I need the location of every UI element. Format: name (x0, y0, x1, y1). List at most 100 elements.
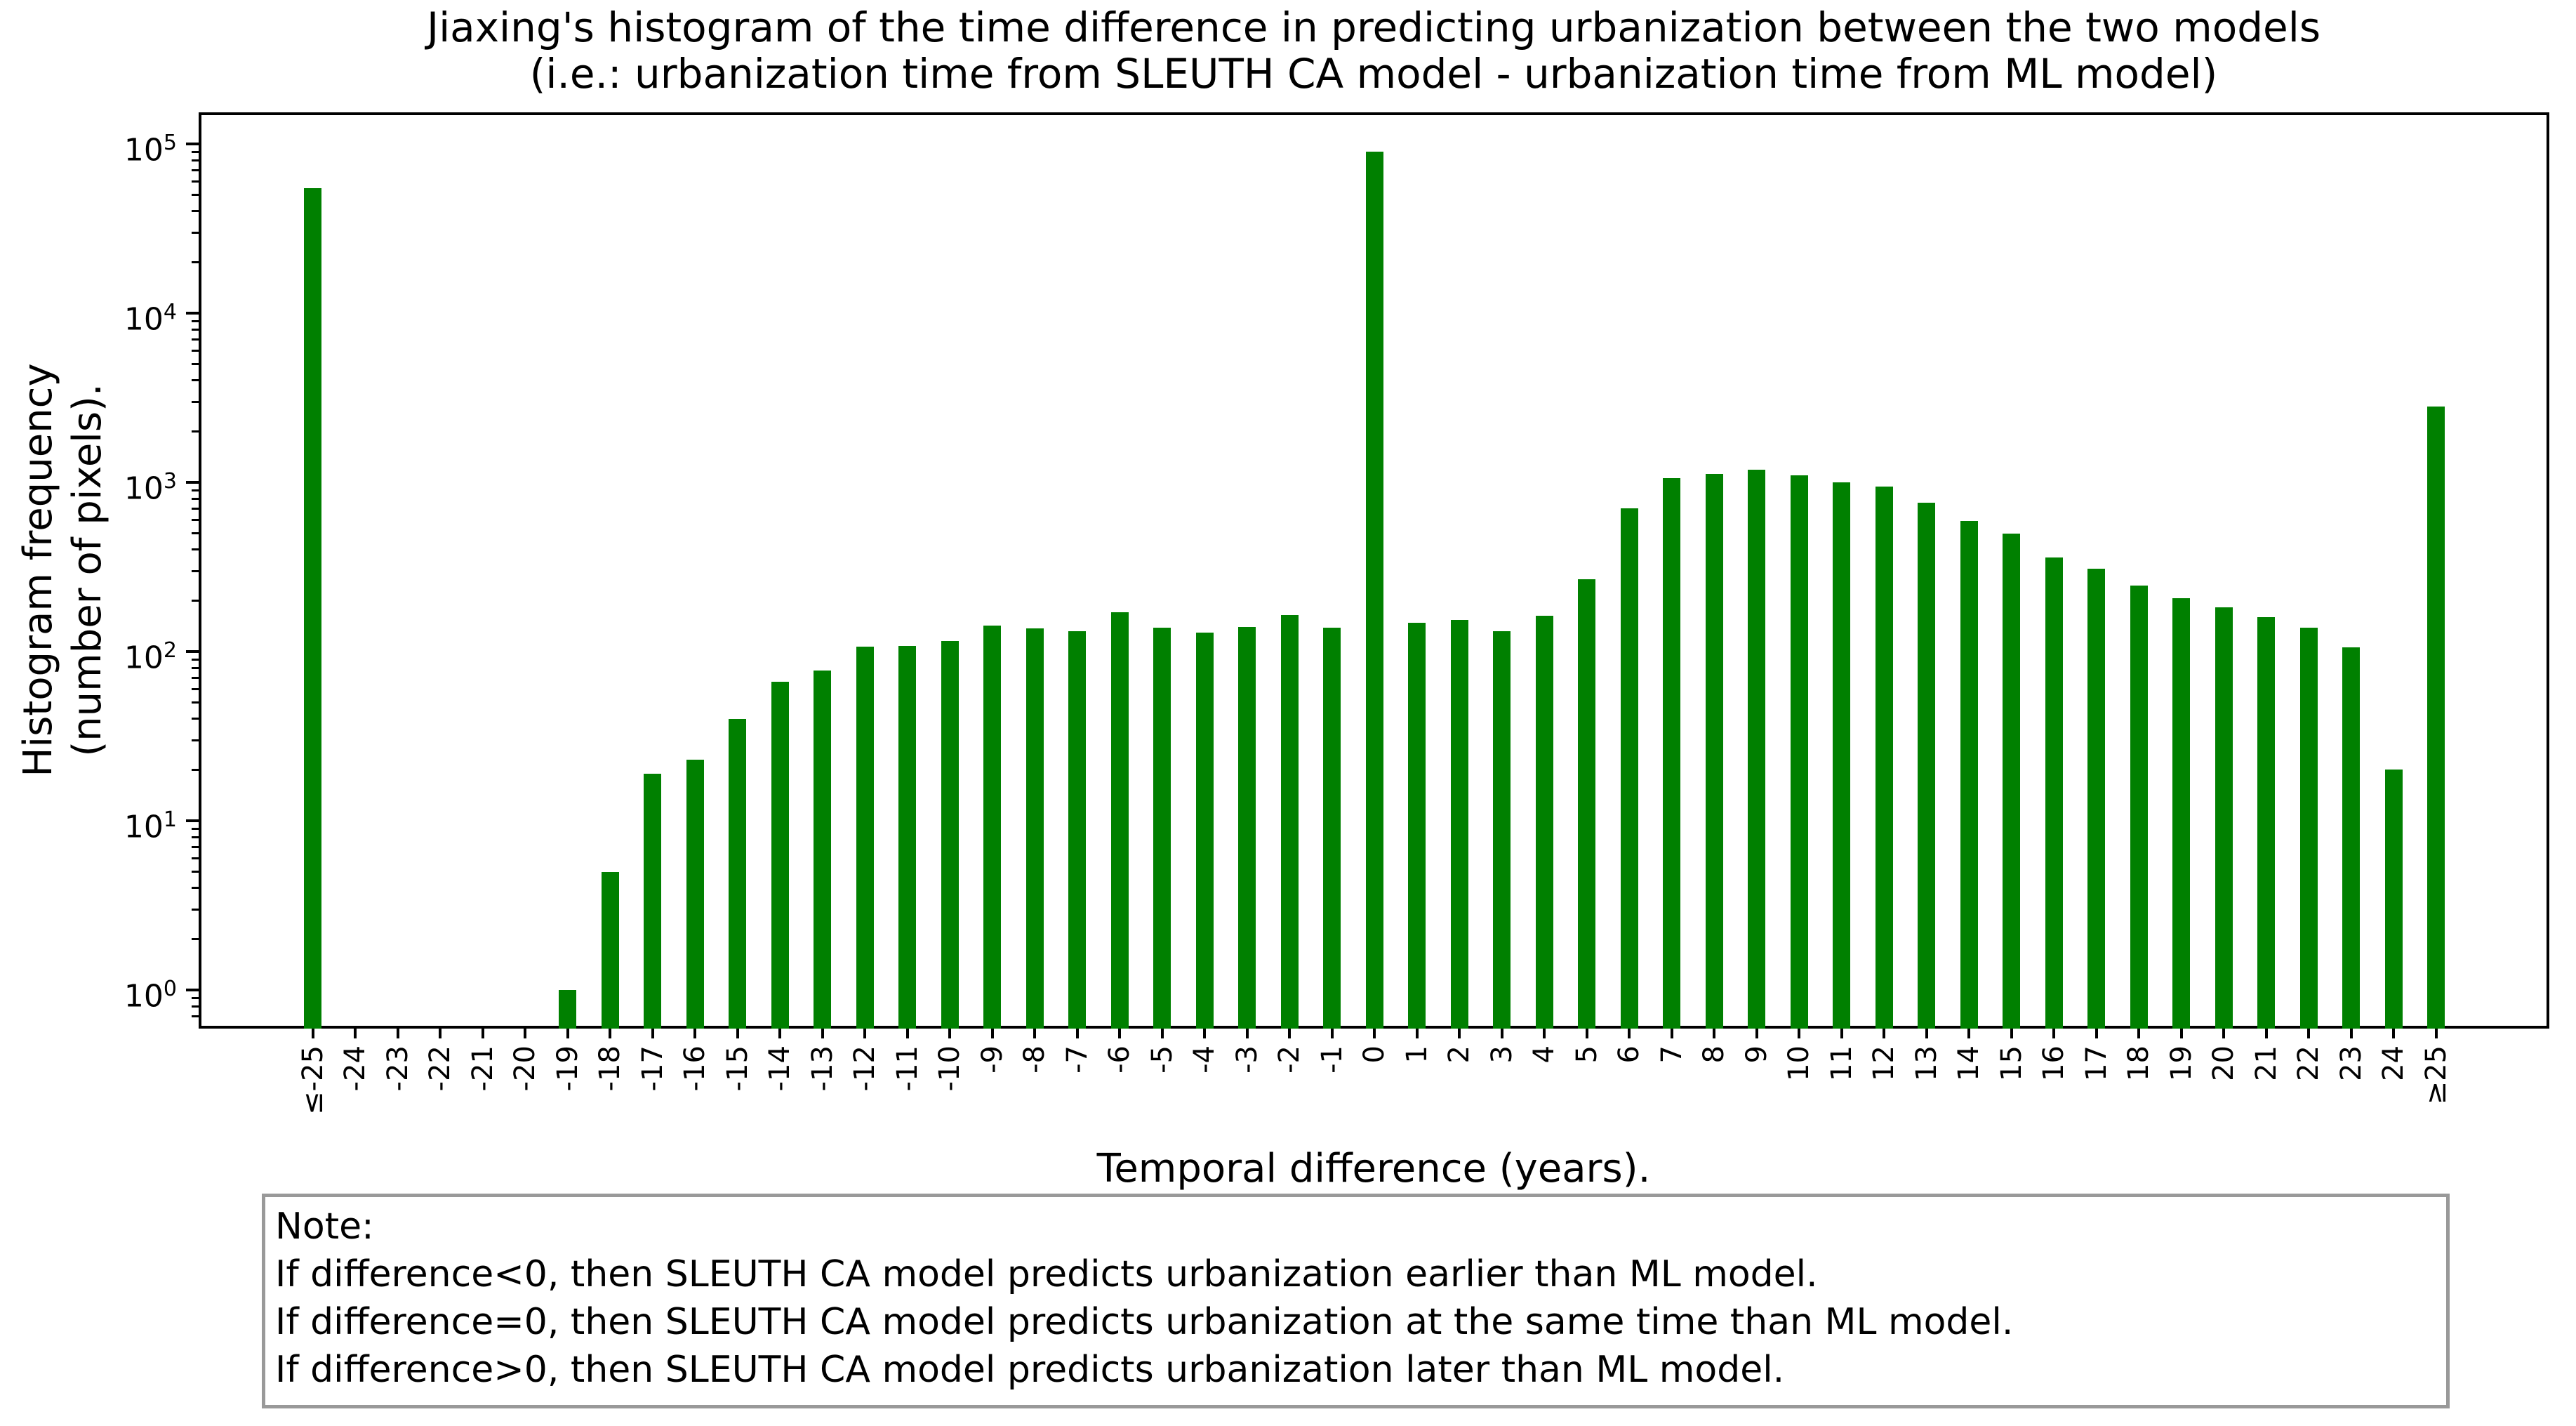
x-tick-label: 24 (2377, 1045, 2410, 1081)
x-tick-label: 17 (2080, 1045, 2113, 1081)
x-tick (481, 1029, 484, 1038)
x-tick-label: 23 (2335, 1045, 2368, 1081)
x-tick (2137, 1029, 2140, 1038)
x-tick-label: -20 (509, 1045, 541, 1092)
x-tick-label: 22 (2292, 1045, 2325, 1081)
y-minor-tick (192, 430, 199, 433)
y-axis-label-line1: Histogram frequency (15, 363, 61, 777)
x-tick-label: 7 (1655, 1045, 1688, 1064)
y-minor-tick (192, 666, 199, 669)
x-tick-label: ≥25 (2419, 1045, 2452, 1105)
bar-24 (2384, 770, 2403, 1029)
y-minor-tick (192, 210, 199, 213)
x-tick (1160, 1029, 1164, 1038)
x-tick (2349, 1029, 2353, 1038)
y-minor-tick (192, 739, 199, 741)
bar--12 (856, 646, 874, 1029)
x-tick (1118, 1029, 1121, 1038)
x-tick (439, 1029, 441, 1038)
y-axis-label-line2: (number of pixels). (65, 383, 110, 757)
y-minor-tick (192, 159, 199, 161)
chart-title-line1: Jiaxing's histogram of the time differen… (426, 4, 2321, 51)
x-tick-label: -15 (721, 1045, 754, 1092)
bar-10 (1790, 475, 1808, 1029)
y-minor-tick (192, 718, 199, 720)
y-minor-tick (192, 194, 199, 197)
y-minor-tick (192, 379, 199, 382)
y-minor-tick (192, 548, 199, 551)
bar--6 (1110, 612, 1129, 1029)
x-tick-label: -14 (764, 1045, 796, 1092)
y-minor-tick (192, 996, 199, 999)
note-box: Note: If difference<0, then SLEUTH CA mo… (262, 1194, 2450, 1408)
x-tick (396, 1029, 399, 1038)
x-tick (354, 1029, 357, 1038)
bar--14 (771, 682, 789, 1029)
y-minor-tick (192, 532, 199, 535)
y-minor-tick (192, 857, 199, 859)
x-tick (1585, 1029, 1588, 1038)
y-minor-tick (192, 507, 199, 510)
bar-2 (1450, 619, 1468, 1029)
bar-17 (2087, 568, 2105, 1029)
x-tick (863, 1029, 866, 1038)
x-tick (1628, 1029, 1631, 1038)
x-tick (990, 1029, 994, 1038)
y-major-tick (186, 481, 199, 484)
x-tick (1755, 1029, 1758, 1038)
y-major-tick (186, 989, 199, 991)
bar--4 (1195, 633, 1214, 1029)
y-minor-tick (192, 768, 199, 771)
bar-20 (2215, 607, 2233, 1029)
x-tick (1245, 1029, 1249, 1038)
y-minor-tick (192, 827, 199, 830)
y-minor-tick (192, 676, 199, 679)
x-tick (693, 1029, 696, 1038)
y-tick-label: 101 (124, 807, 177, 845)
y-minor-tick (192, 319, 199, 322)
x-tick (524, 1029, 526, 1038)
x-tick (651, 1029, 654, 1038)
x-tick-label: 19 (2165, 1045, 2198, 1081)
y-minor-tick (192, 658, 199, 661)
x-tick-label: -23 (381, 1045, 414, 1092)
bar-9 (1748, 469, 1765, 1029)
y-minor-tick (192, 169, 199, 171)
bar-8 (1705, 474, 1723, 1029)
y-minor-tick (192, 180, 199, 183)
y-minor-tick (192, 599, 199, 602)
chart-title: Jiaxing's histogram of the time differen… (427, 4, 2321, 97)
x-tick-label: ≤-25 (296, 1045, 329, 1115)
bar--17 (644, 773, 661, 1029)
y-major-tick (186, 650, 199, 653)
bar-22 (2299, 628, 2318, 1029)
x-tick-label: 12 (1868, 1045, 1900, 1081)
bar-14 (1960, 521, 1978, 1029)
x-tick (905, 1029, 909, 1038)
note-line: If difference>0, then SLEUTH CA model pr… (275, 1349, 1785, 1391)
x-tick-label: 11 (1825, 1045, 1858, 1081)
chart-title-line2: (i.e.: urbanization time from SLEUTH CA … (529, 50, 2218, 98)
bar--2 (1280, 615, 1299, 1029)
bar-1 (1408, 622, 1426, 1029)
x-tick-label: -24 (339, 1045, 371, 1092)
y-minor-tick (192, 338, 199, 341)
x-tick (1543, 1029, 1546, 1038)
y-minor-tick (192, 569, 199, 572)
y-minor-tick (192, 1015, 199, 1017)
x-tick (2222, 1029, 2225, 1038)
bar-16 (2045, 557, 2063, 1029)
x-tick (1713, 1029, 1715, 1038)
x-tick-label: -10 (934, 1045, 966, 1092)
y-minor-tick (192, 150, 199, 153)
note-line: If difference<0, then SLEUTH CA model pr… (275, 1253, 1818, 1295)
x-tick (1925, 1029, 1928, 1038)
y-minor-tick (192, 260, 199, 263)
x-tick-label: -7 (1061, 1045, 1094, 1074)
y-minor-tick (192, 363, 199, 366)
x-tick (566, 1029, 569, 1038)
y-tick-label: 100 (124, 977, 177, 1015)
x-tick (1670, 1029, 1673, 1038)
bar--13 (814, 671, 831, 1029)
y-minor-tick (192, 845, 199, 848)
